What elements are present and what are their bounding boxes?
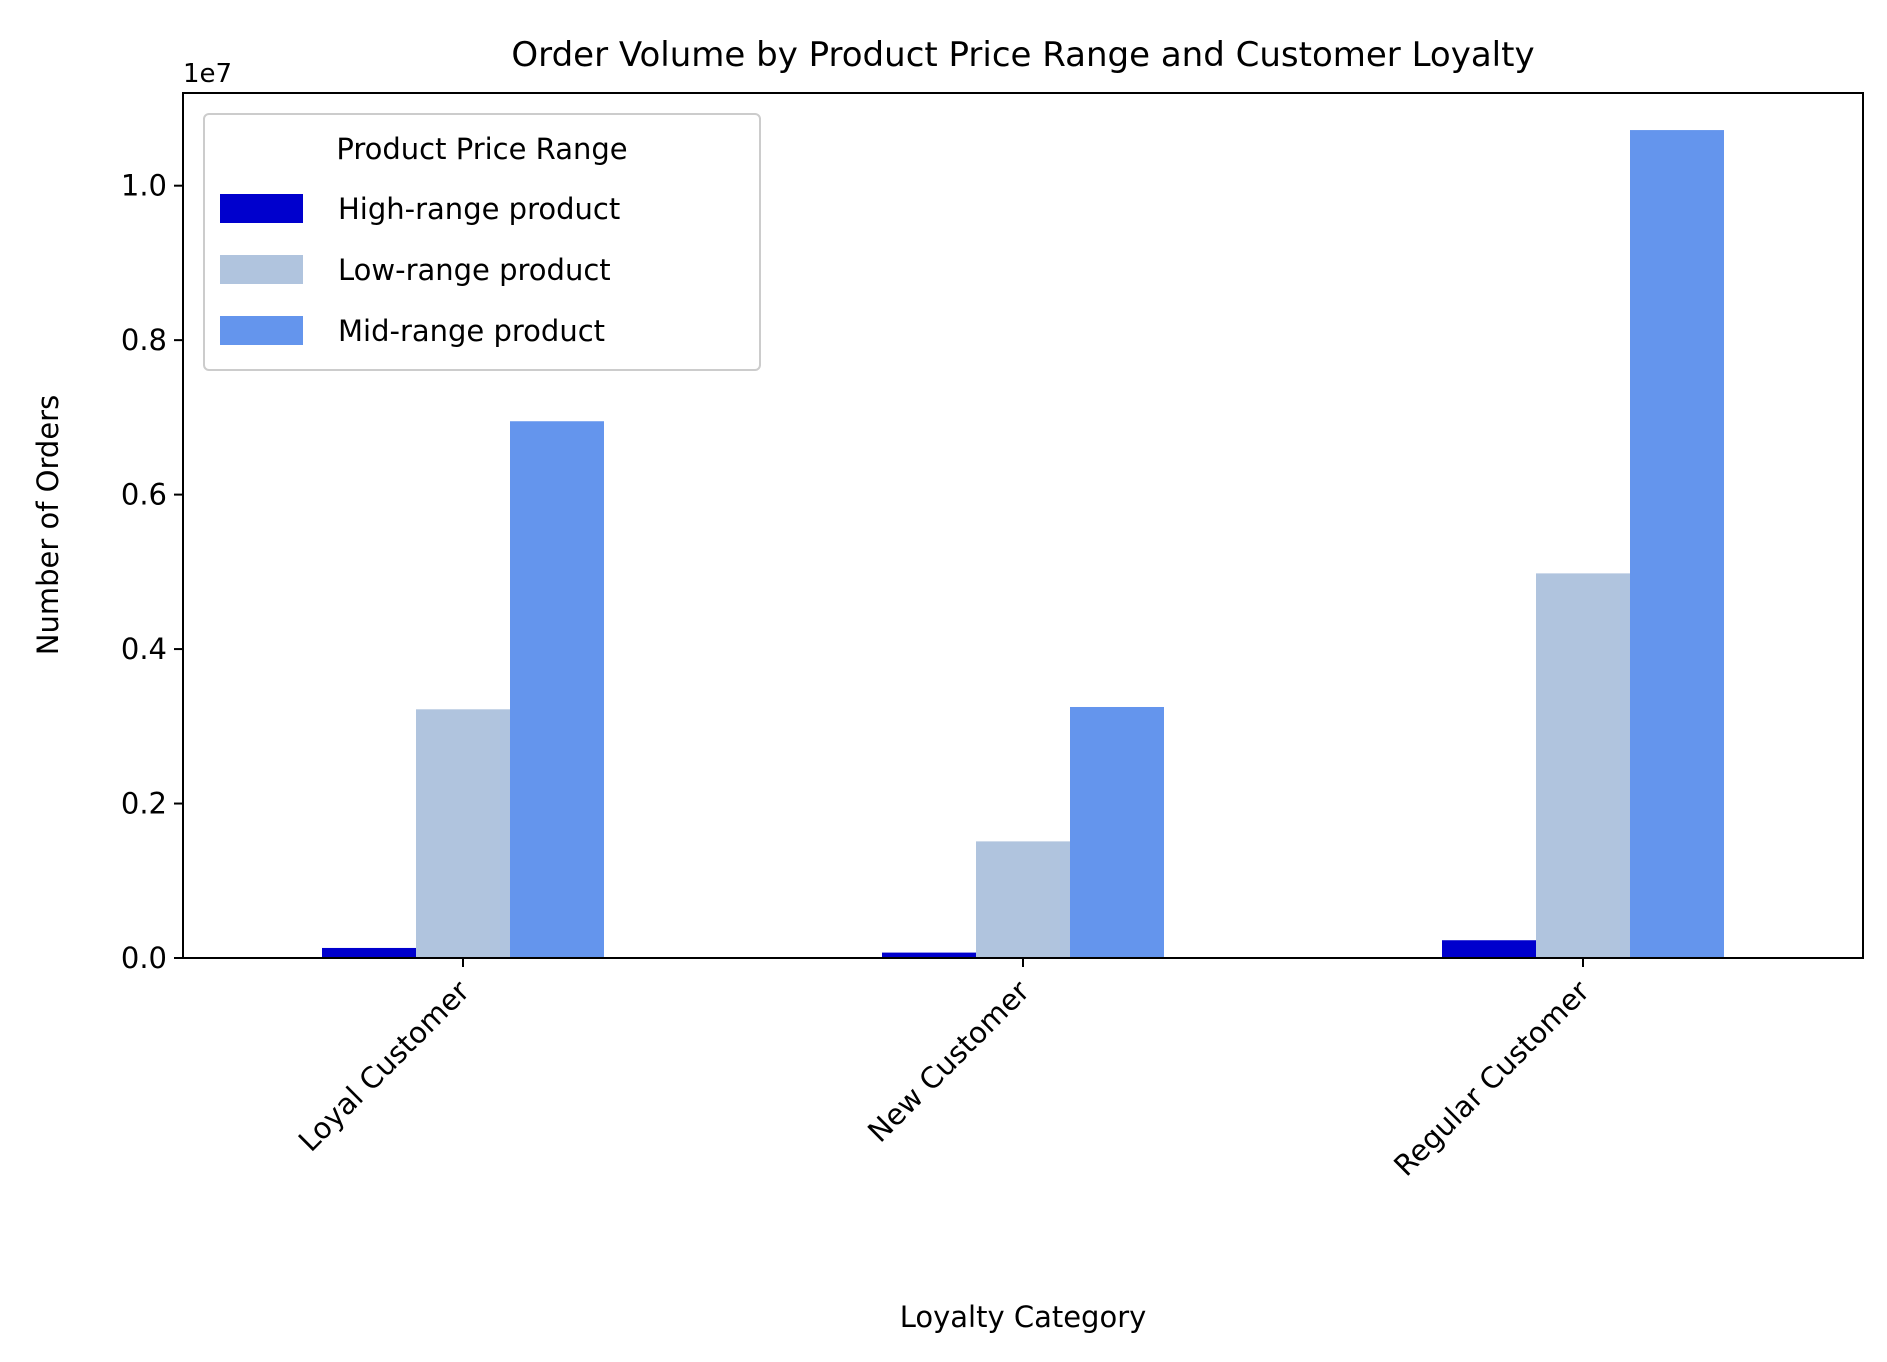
x-axis: Loyal Customer New Customer Regular Custom… — [292, 958, 1596, 1183]
x-tick-label: New Customer — [861, 974, 1036, 1149]
y-axis-offset-label: 1e7 — [183, 59, 232, 89]
bar-high-range-product-loyal-customer — [322, 947, 416, 958]
bar-high-range-product-new-customer — [882, 952, 976, 958]
bar-high-range-product-regular-customer — [1442, 940, 1536, 958]
y-tick-label: 0.8 — [121, 323, 167, 357]
plot-frame — [182, 92, 1864, 959]
legend-label: Low-range product — [338, 253, 611, 287]
y-tick-label: 0.0 — [121, 941, 167, 975]
legend: Product Price Range High-range product Lo… — [203, 113, 761, 371]
legend-swatch — [220, 255, 303, 284]
x-tick-label: Regular Customer — [1387, 974, 1596, 1183]
bar-mid-range-product-new-customer — [1070, 706, 1164, 958]
legend-box — [203, 113, 761, 371]
bar-low-range-product-regular-customer — [1536, 573, 1630, 958]
bar-mid-range-product-loyal-customer — [510, 421, 604, 959]
y-tick-label: 1.0 — [121, 169, 167, 203]
bar-low-range-product-loyal-customer — [416, 709, 510, 958]
legend-swatch — [220, 194, 303, 223]
legend-title: Product Price Range — [336, 132, 627, 166]
y-tick-label: 0.2 — [121, 787, 167, 821]
x-tick-label: Loyal Customer — [292, 974, 476, 1158]
legend-label: Mid-range product — [338, 314, 605, 348]
legend-label: High-range product — [338, 192, 620, 226]
bars-layer — [322, 130, 1724, 959]
y-tick-label: 0.4 — [121, 632, 167, 666]
bar-low-range-product-new-customer — [976, 841, 1070, 958]
legend-swatch — [220, 316, 303, 345]
chart-title: Order Volume by Product Price Range and … — [511, 35, 1534, 75]
y-axis: 0.0 0.2 0.4 0.6 0.8 1.0 — [121, 169, 183, 975]
x-axis-label: Loyalty Category — [900, 1300, 1147, 1334]
y-tick-label: 0.6 — [121, 478, 167, 512]
y-axis-label: Number of Orders — [31, 395, 65, 655]
bar-mid-range-product-regular-customer — [1630, 130, 1724, 959]
